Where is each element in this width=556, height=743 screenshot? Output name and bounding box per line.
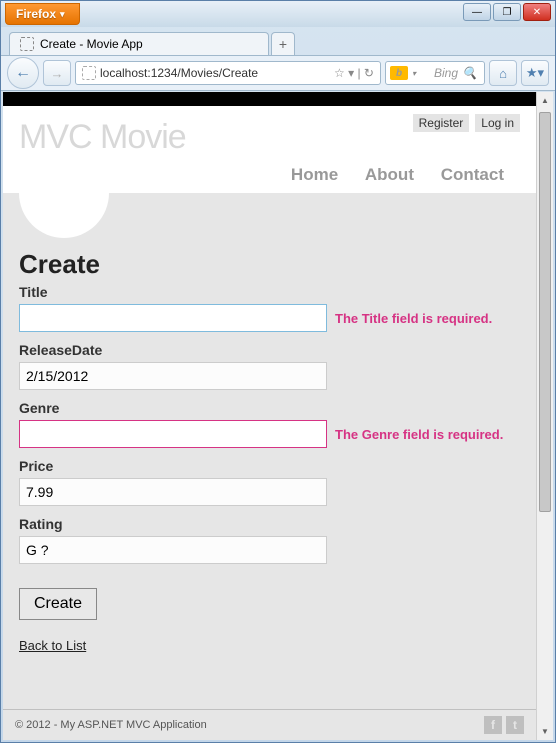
title-error: The Title field is required. xyxy=(335,311,492,326)
bookmarks-button[interactable]: ★▾ xyxy=(521,60,549,86)
releasedate-input[interactable] xyxy=(19,362,327,390)
main-content: Create Title The Title field is required… xyxy=(3,193,536,709)
bing-icon: b xyxy=(390,66,408,80)
scroll-thumb[interactable] xyxy=(539,112,551,512)
titlebar: Firefox — ❐ ✕ xyxy=(1,1,555,27)
vertical-scrollbar[interactable]: ▲ ▼ xyxy=(536,92,553,740)
page-footer: © 2012 - My ASP.NET MVC Application f t xyxy=(3,709,536,740)
price-label: Price xyxy=(19,458,520,474)
releasedate-label: ReleaseDate xyxy=(19,342,520,358)
genre-input[interactable] xyxy=(19,420,327,448)
search-go-icon[interactable]: 🔍 xyxy=(462,66,480,80)
url-favicon xyxy=(82,66,96,80)
url-actions: ☆ ▾ | ↻ xyxy=(334,66,374,80)
decorative-semicircle xyxy=(19,193,109,238)
maximize-button[interactable]: ❐ xyxy=(493,3,521,21)
page-header: Register Log in MVC Movie Home About Con… xyxy=(3,106,536,193)
title-label: Title xyxy=(19,284,520,300)
search-bar[interactable]: b ▾ Bing 🔍 xyxy=(385,61,485,85)
url-bar[interactable]: localhost:1234/Movies/Create ☆ ▾ | ↻ xyxy=(75,61,381,85)
nav-about[interactable]: About xyxy=(365,165,414,184)
firefox-menu-button[interactable]: Firefox xyxy=(5,3,80,25)
copyright-text: © 2012 - My ASP.NET MVC Application xyxy=(15,719,207,731)
browser-window: Firefox — ❐ ✕ Create - Movie App + ← → l… xyxy=(0,0,556,743)
minimize-button[interactable]: — xyxy=(463,3,491,21)
close-button[interactable]: ✕ xyxy=(523,3,551,21)
scroll-down-icon[interactable]: ▼ xyxy=(537,723,553,740)
url-text: localhost:1234/Movies/Create xyxy=(100,66,330,80)
tab-title: Create - Movie App xyxy=(40,37,143,51)
twitter-icon[interactable]: t xyxy=(506,716,524,734)
page: Register Log in MVC Movie Home About Con… xyxy=(3,92,536,740)
nav-contact[interactable]: Contact xyxy=(441,165,504,184)
facebook-icon[interactable]: f xyxy=(484,716,502,734)
rating-input[interactable] xyxy=(19,536,327,564)
search-placeholder: Bing xyxy=(434,66,458,80)
tab-bar: Create - Movie App + xyxy=(1,27,555,55)
nav-toolbar: ← → localhost:1234/Movies/Create ☆ ▾ | ↻… xyxy=(1,55,555,91)
scroll-up-icon[interactable]: ▲ xyxy=(537,92,553,109)
page-title: Create xyxy=(19,249,520,280)
create-button[interactable]: Create xyxy=(19,588,97,620)
back-button[interactable]: ← xyxy=(7,57,39,89)
home-button[interactable]: ⌂ xyxy=(489,60,517,86)
top-black-bar xyxy=(3,92,536,106)
genre-error: The Genre field is required. xyxy=(335,427,503,442)
login-link[interactable]: Log in xyxy=(475,114,520,132)
forward-button[interactable]: → xyxy=(43,60,71,86)
search-dropdown-icon: ▾ xyxy=(412,69,430,78)
genre-label: Genre xyxy=(19,400,520,416)
back-to-list-link[interactable]: Back to List xyxy=(19,638,86,653)
rating-label: Rating xyxy=(19,516,520,532)
viewport: Register Log in MVC Movie Home About Con… xyxy=(3,92,553,740)
register-link[interactable]: Register xyxy=(413,114,470,132)
title-input[interactable] xyxy=(19,304,327,332)
price-input[interactable] xyxy=(19,478,327,506)
browser-tab[interactable]: Create - Movie App xyxy=(9,32,269,55)
nav-home[interactable]: Home xyxy=(291,165,338,184)
tab-favicon xyxy=(20,37,34,51)
new-tab-button[interactable]: + xyxy=(271,32,295,55)
